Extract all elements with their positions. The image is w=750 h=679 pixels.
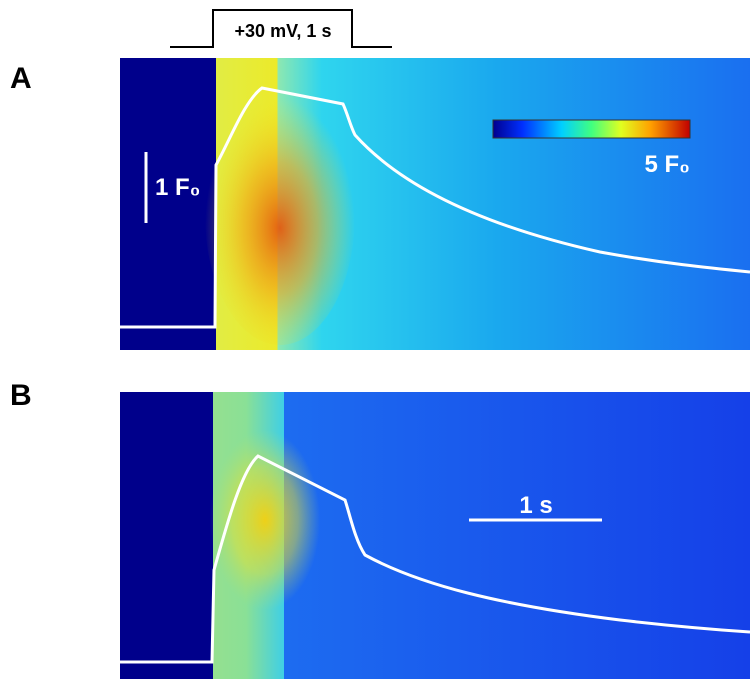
baseline-region [120, 58, 216, 350]
hotspot [210, 430, 320, 610]
fluorescence-trace [120, 454, 750, 664]
protocol-label: +30 mV, 1 s [235, 21, 332, 41]
panel-label: A [10, 62, 32, 95]
panel-label: B [10, 379, 32, 412]
baseline-region [120, 392, 213, 679]
fluorescence-trace [120, 86, 750, 329]
voltage-protocol [170, 9, 392, 48]
hotspot [205, 85, 355, 345]
scale-label: 1 F₀ [155, 174, 201, 201]
colorbar [492, 119, 691, 139]
colorbar-label: 5 F₀ [645, 151, 691, 178]
scale-label: 1 s [519, 492, 552, 519]
